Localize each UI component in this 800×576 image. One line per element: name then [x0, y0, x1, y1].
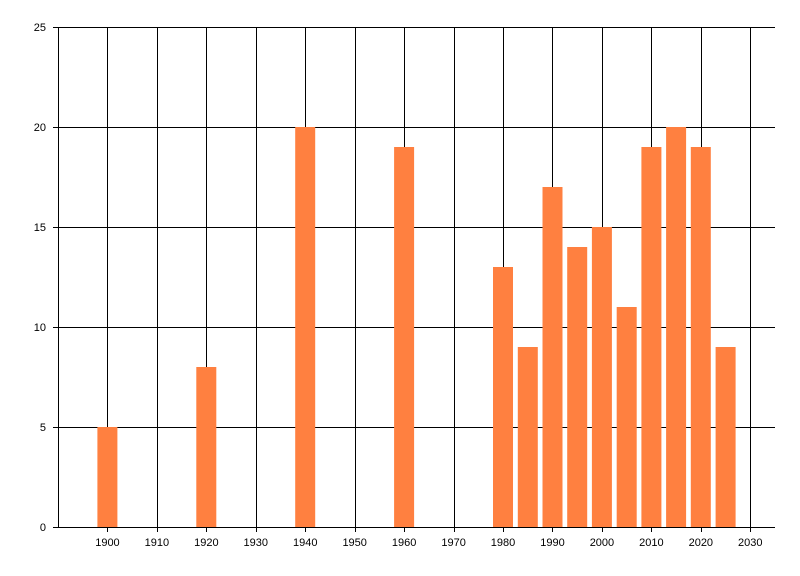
x-tick-label-1990: 1990 [540, 537, 564, 549]
bar-1940 [295, 127, 316, 527]
axes [53, 27, 775, 532]
y-tick-label-5: 5 [40, 422, 46, 434]
y-tick-label-10: 10 [34, 322, 46, 334]
bars [97, 127, 736, 527]
x-tick-label-2010: 2010 [639, 537, 663, 549]
bar-1990 [542, 187, 563, 527]
bar-1920 [196, 367, 217, 527]
bar-1985 [517, 347, 538, 527]
bar-1900 [97, 427, 118, 527]
x-tick-label-1940: 1940 [293, 537, 317, 549]
x-tick-label-2030: 2030 [738, 537, 762, 549]
x-tick-label-2000: 2000 [590, 537, 614, 549]
bar-1960 [394, 147, 415, 527]
y-tick-label-15: 15 [34, 222, 46, 234]
x-tick-label-1930: 1930 [244, 537, 268, 549]
bar-2025 [715, 347, 736, 527]
tick-labels: 0 5 10 15 20 25 1900 1910 1920 1930 1940 1950 1960 19… [34, 22, 763, 549]
y-tick-label-25: 25 [34, 22, 46, 34]
x-tick-label-1950: 1950 [342, 537, 366, 549]
bar-2005 [616, 307, 637, 527]
x-tick-label-2020: 2020 [689, 537, 713, 549]
x-tick-label-1970: 1970 [441, 537, 465, 549]
x-tick-label-1900: 1900 [95, 537, 119, 549]
bar-2020 [690, 147, 711, 527]
x-tick-label-1980: 1980 [491, 537, 515, 549]
bar-2000 [591, 227, 612, 527]
x-tick-label-1910: 1910 [145, 537, 169, 549]
bar-1980 [493, 267, 513, 527]
bar-1995 [567, 247, 588, 527]
y-tick-label-0: 0 [40, 522, 46, 534]
y-tick-label-20: 20 [34, 122, 46, 134]
x-tick-label-1960: 1960 [392, 537, 416, 549]
bar-2010 [641, 147, 662, 527]
x-tick-label-1920: 1920 [194, 537, 218, 549]
bar-2015 [666, 127, 687, 527]
